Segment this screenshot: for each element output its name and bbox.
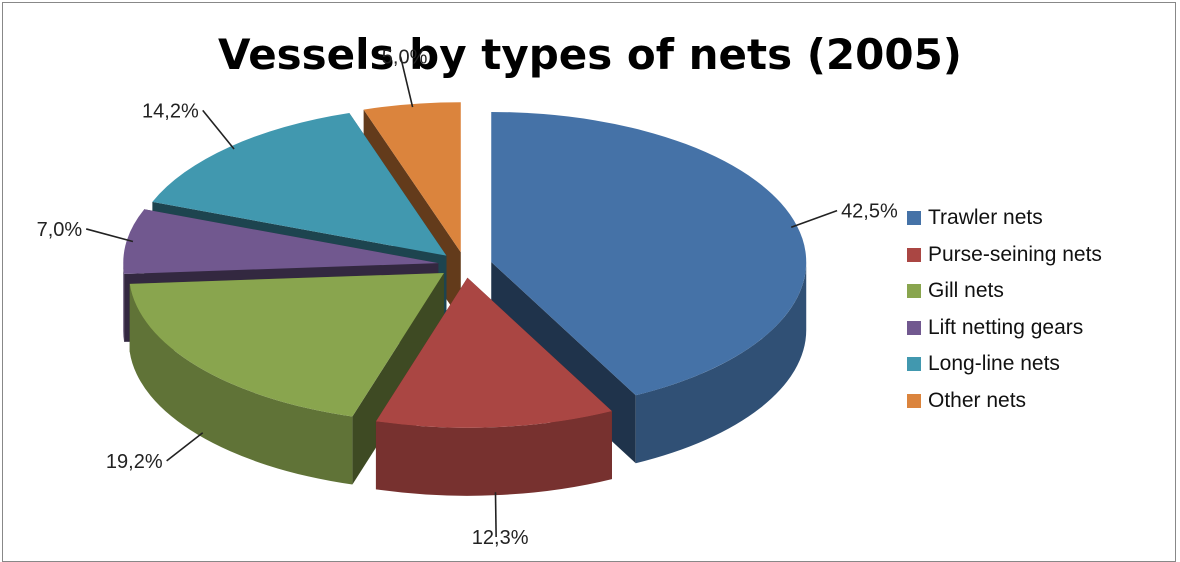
legend-item-gill-nets: Gill nets: [907, 273, 1102, 310]
leader-line-lift-netting-gears: [85, 228, 134, 243]
data-label-other-nets: 5,0%: [382, 47, 428, 69]
chart-title: Vessels by types of nets (2005): [217, 30, 962, 79]
legend-item-long-line-nets: Long-line nets: [907, 346, 1102, 383]
data-label-purse-seining-nets: 12,3%: [472, 527, 529, 549]
legend-label-purse-seining-nets: Purse-seining nets: [928, 242, 1102, 266]
data-label-long-line-nets: 14,2%: [142, 100, 199, 122]
leader-line-gill-nets: [166, 432, 204, 462]
legend-swatch-long-line-nets: [907, 357, 921, 372]
data-labels: 42,5% 12,3% 19,2% 7,0% 14,2% 5,0%: [37, 47, 898, 549]
leader-line-trawler-nets: [790, 209, 838, 229]
slice-purse-seining-nets: [375, 277, 612, 496]
legend-item-purse-seining-nets: Purse-seining nets: [907, 237, 1102, 274]
leader-line-purse-seining-nets: [494, 492, 497, 538]
data-label-gill-nets: 19,2%: [106, 451, 163, 473]
legend-item-other-nets: Other nets: [907, 383, 1102, 420]
legend-label-trawler-nets: Trawler nets: [928, 206, 1043, 230]
legend-swatch-other-nets: [907, 393, 921, 408]
slice-gill-nets: [129, 273, 444, 485]
data-label-lift-netting-gears: 7,0%: [37, 219, 83, 241]
legend: Trawler nets Purse-seining nets Gill nets L…: [907, 200, 1102, 419]
legend-swatch-lift-netting-gears: [907, 320, 921, 335]
legend-label-other-nets: Other nets: [928, 388, 1027, 412]
legend-label-long-line-nets: Long-line nets: [928, 352, 1060, 376]
legend-item-trawler-nets: Trawler nets: [907, 200, 1102, 237]
legend-label-lift-netting-gears: Lift netting gears: [928, 315, 1084, 339]
leader-lines: [85, 56, 838, 538]
leader-line-long-line-nets: [202, 109, 235, 150]
legend-swatch-trawler-nets: [907, 211, 921, 226]
leader-line-other-nets: [399, 56, 414, 108]
legend-item-lift-netting-gears: Lift netting gears: [907, 310, 1102, 347]
legend-swatch-purse-seining-nets: [907, 247, 921, 262]
pie-slices: [123, 102, 807, 496]
legend-label-gill-nets: Gill nets: [928, 279, 1004, 303]
data-label-trawler-nets: 42,5%: [841, 201, 898, 223]
legend-swatch-gill-nets: [907, 284, 921, 299]
